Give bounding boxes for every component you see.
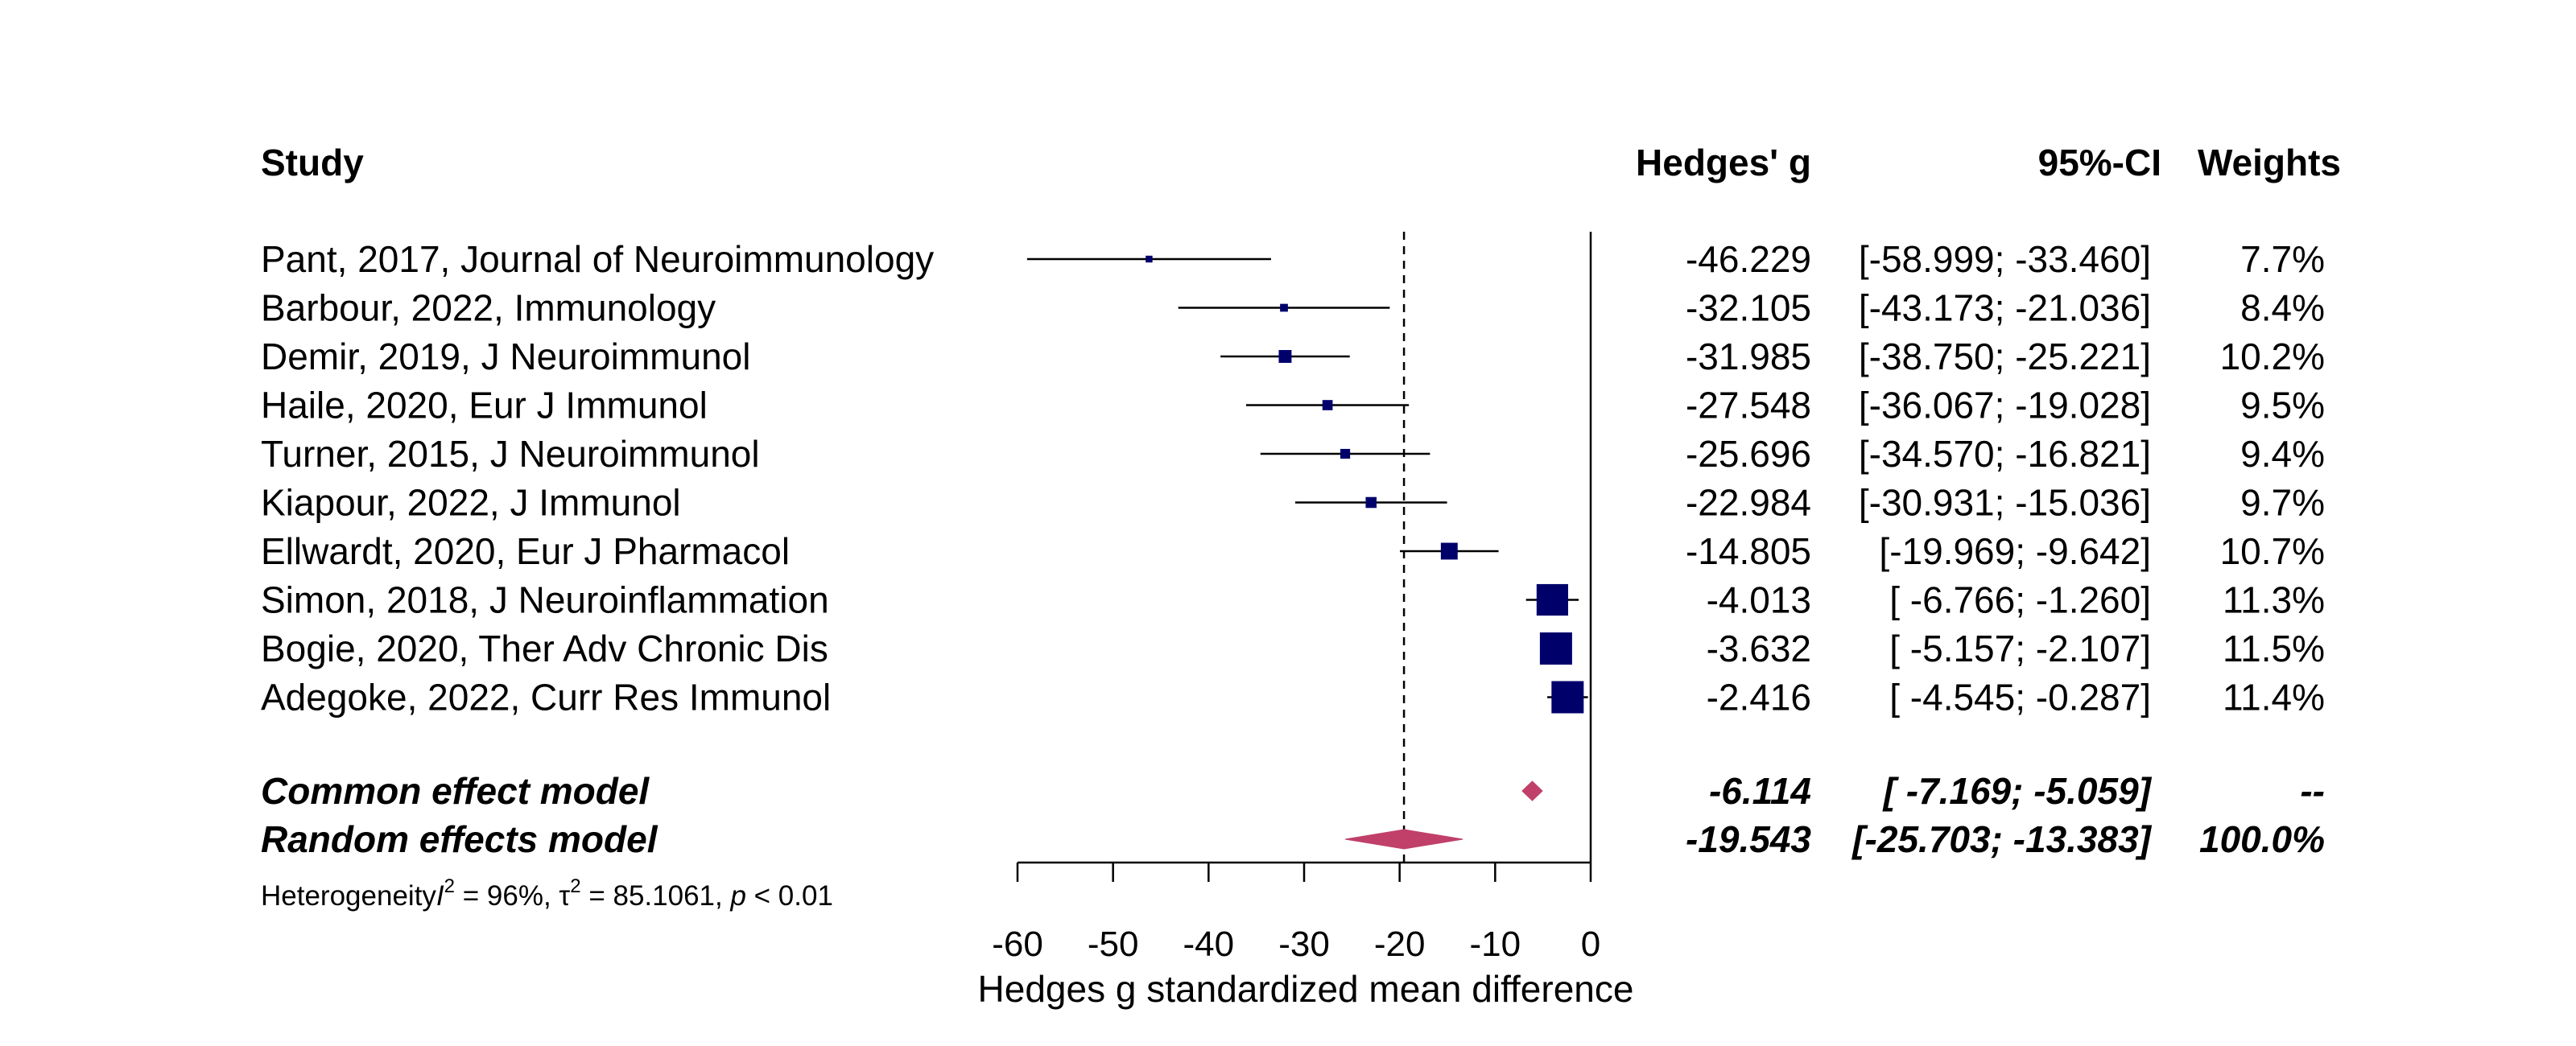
study-weight: 11.3% — [2223, 579, 2325, 621]
study-label: Adegoke, 2022, Curr Res Immunol — [261, 677, 831, 719]
header-effect: Hedges' g — [1636, 142, 1811, 183]
study-weight: 10.2% — [2220, 336, 2325, 377]
study-point-square — [1278, 350, 1292, 363]
tau-value: = 85.1061, — [581, 880, 731, 912]
study-point-square — [1551, 681, 1584, 714]
i2-exponent: 2 — [444, 875, 455, 897]
study-ci: [-58.999; -33.460] — [1859, 238, 2151, 280]
study-ci: [-34.570; -16.821] — [1859, 433, 2151, 475]
x-tick-label: -20 — [1374, 925, 1426, 964]
heterogeneity-prefix: Heterogeneity — [261, 880, 436, 912]
study-ci: [ -4.545; -0.287] — [1889, 677, 2151, 719]
study-weight: 9.5% — [2240, 385, 2325, 426]
x-tick-label: -60 — [992, 925, 1043, 964]
study-label: Barbour, 2022, Immunology — [261, 287, 716, 329]
tau-exponent: 2 — [570, 875, 580, 897]
study-point-square — [1365, 496, 1377, 509]
study-effect: -46.229 — [1686, 238, 1811, 280]
study-label: Haile, 2020, Eur J Immunol — [261, 385, 708, 426]
study-weight: 9.7% — [2240, 482, 2325, 524]
pooled-label: Common effect model — [261, 770, 650, 812]
plot-area — [1402, 232, 1592, 863]
study-point-square — [1322, 400, 1333, 410]
x-axis-label: Hedges g standardized mean difference — [978, 968, 1634, 1010]
pooled-diamond — [1344, 829, 1463, 850]
study-label: Demir, 2019, J Neuroimmunol — [261, 336, 750, 377]
pooled-effect: -19.543 — [1686, 818, 1811, 860]
pooled-weight: -- — [2300, 770, 2325, 812]
x-tick-label: -30 — [1278, 925, 1330, 964]
study-point-square — [1536, 583, 1568, 616]
study-label: Ellwardt, 2020, Eur J Pharmacol — [261, 530, 790, 572]
study-effect: -14.805 — [1686, 530, 1811, 572]
header-study: Study — [261, 142, 364, 183]
study-effect: -3.632 — [1707, 628, 1811, 669]
study-rows: Pant, 2017, Journal of Neuroimmunology -4… — [261, 238, 2325, 719]
study-ci: [-36.067; -19.028] — [1859, 385, 2151, 426]
study-ci: [-38.750; -25.221] — [1859, 336, 2151, 377]
study-label: Bogie, 2020, Ther Adv Chronic Dis — [261, 628, 828, 669]
header-ci: 95%-CI — [2038, 142, 2161, 183]
pooled-rows: Common effect model -6.114 [ -7.169; -5.05… — [261, 770, 2325, 860]
x-tick-label: 0 — [1581, 925, 1600, 964]
study-ci: [-43.173; -21.036] — [1859, 287, 2151, 329]
study-weight: 8.4% — [2240, 287, 2325, 329]
study-point-square — [1340, 448, 1351, 459]
study-effect: -22.984 — [1686, 482, 1811, 524]
study-effect: -2.416 — [1707, 677, 1811, 719]
pooled-ci: [ -7.169; -5.059] — [1882, 770, 2153, 812]
study-ci: [ -5.157; -2.107] — [1889, 628, 2151, 669]
x-tick-label: -50 — [1088, 925, 1139, 964]
study-ci: [ -6.766; -1.260] — [1889, 579, 2151, 621]
x-tick-label: -10 — [1470, 925, 1521, 964]
study-label: Kiapour, 2022, J Immunol — [261, 482, 681, 524]
study-point-square — [1440, 542, 1458, 560]
tau-symbol: τ — [559, 880, 570, 912]
pooled-effect: -6.114 — [1709, 770, 1811, 812]
pooled-ci: [-25.703; -13.383] — [1851, 818, 2152, 860]
study-effect: -31.985 — [1686, 336, 1811, 377]
study-effect: -27.548 — [1686, 385, 1811, 426]
i2-symbol: I — [436, 880, 444, 912]
x-axis: -60 -50 -40 -30 -20 -10 0 — [992, 861, 1600, 964]
heterogeneity-text: HeterogeneityI2 = 96%, τ2 = 85.1061, p <… — [261, 875, 833, 912]
study-weight: 9.4% — [2240, 433, 2325, 475]
x-tick-label: -40 — [1183, 925, 1235, 964]
pooled-diamond — [1521, 780, 1543, 801]
study-effect: -25.696 — [1686, 433, 1811, 475]
study-point-square — [1146, 255, 1153, 263]
study-point-square — [1280, 303, 1288, 312]
pooled-label: Random effects model — [261, 818, 658, 860]
study-weight: 10.7% — [2220, 530, 2325, 572]
study-effect: -4.013 — [1707, 579, 1811, 621]
study-label: Pant, 2017, Journal of Neuroimmunology — [261, 238, 934, 280]
study-label: Turner, 2015, J Neuroimmunol — [261, 433, 760, 475]
p-symbol: p — [729, 880, 745, 912]
study-weight: 11.4% — [2223, 677, 2325, 719]
i2-value: = 96%, — [455, 880, 559, 912]
study-label: Simon, 2018, J Neuroinflammation — [261, 579, 829, 621]
study-ci: [-19.969; -9.642] — [1879, 530, 2151, 572]
study-point-square — [1539, 632, 1572, 665]
p-value: < 0.01 — [746, 880, 833, 912]
study-ci: [-30.931; -15.036] — [1859, 482, 2151, 524]
study-weight: 11.5% — [2223, 628, 2325, 669]
header-weight: Weights — [2198, 142, 2341, 183]
study-weight: 7.7% — [2240, 238, 2325, 280]
study-effect: -32.105 — [1686, 287, 1811, 329]
pooled-weight: 100.0% — [2199, 818, 2325, 860]
